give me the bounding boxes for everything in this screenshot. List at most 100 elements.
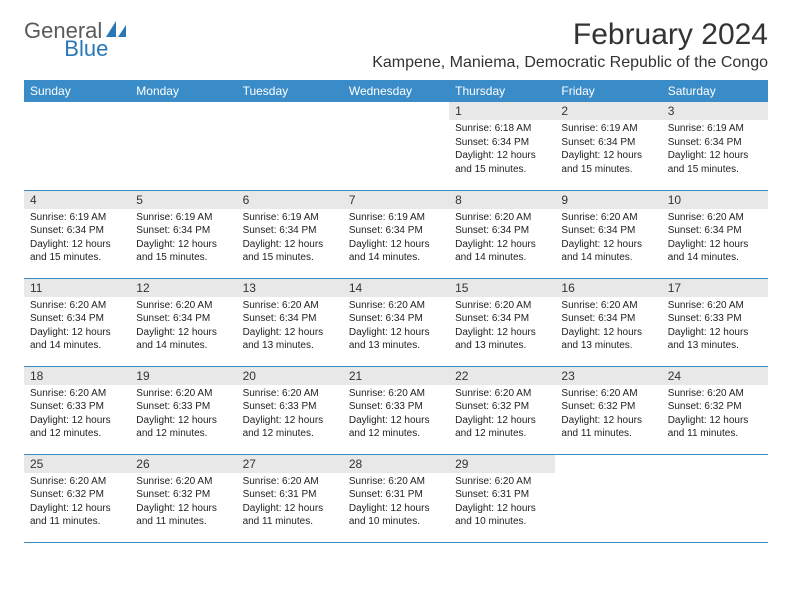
calendar-day-cell: 10Sunrise: 6:20 AMSunset: 6:34 PMDayligh… xyxy=(662,190,768,278)
calendar-day-cell: 29Sunrise: 6:20 AMSunset: 6:31 PMDayligh… xyxy=(449,454,555,542)
calendar-day-cell: 3 Sunrise: 6:19 AMSunset: 6:34 PMDaylight… xyxy=(662,102,768,190)
sunrise-text: Sunrise: 6:20 AM xyxy=(455,299,549,313)
sunrise-text: Sunrise: 6:20 AM xyxy=(136,475,230,489)
day-details: Sunrise: 6:20 AMSunset: 6:32 PMDaylight:… xyxy=(555,385,661,445)
sunset-text: Sunset: 6:33 PM xyxy=(136,400,230,414)
calendar-day-cell: 17Sunrise: 6:20 AMSunset: 6:33 PMDayligh… xyxy=(662,278,768,366)
day-details: Sunrise: 6:20 AMSunset: 6:31 PMDaylight:… xyxy=(237,473,343,533)
sunrise-text: Sunrise: 6:20 AM xyxy=(136,387,230,401)
sunset-text: Sunset: 6:31 PM xyxy=(349,488,443,502)
day-number: 10 xyxy=(662,191,768,209)
calendar-day-cell: 6Sunrise: 6:19 AMSunset: 6:34 PMDaylight… xyxy=(237,190,343,278)
sunrise-text: Sunrise: 6:20 AM xyxy=(243,387,337,401)
sunset-text: Sunset: 6:33 PM xyxy=(243,400,337,414)
daylight-text: Daylight: 12 hours and 14 minutes. xyxy=(455,238,549,265)
sunrise-text: Sunrise: 6:20 AM xyxy=(455,211,549,225)
sunrise-text: Sunrise: 6:20 AM xyxy=(243,475,337,489)
calendar-day-cell: 13Sunrise: 6:20 AMSunset: 6:34 PMDayligh… xyxy=(237,278,343,366)
calendar-day-cell xyxy=(130,102,236,190)
calendar-day-cell: 8Sunrise: 6:20 AMSunset: 6:34 PMDaylight… xyxy=(449,190,555,278)
day-number: 15 xyxy=(449,279,555,297)
sunset-text: Sunset: 6:34 PM xyxy=(561,312,655,326)
sunset-text: Sunset: 6:34 PM xyxy=(668,224,762,238)
day-number: 14 xyxy=(343,279,449,297)
calendar-body: 1Sunrise: 6:18 AMSunset: 6:34 PMDaylight… xyxy=(24,102,768,542)
daylight-text: Daylight: 12 hours and 15 minutes. xyxy=(668,149,762,176)
calendar-day-cell: 1Sunrise: 6:18 AMSunset: 6:34 PMDaylight… xyxy=(449,102,555,190)
sunset-text: Sunset: 6:32 PM xyxy=(455,400,549,414)
sunrise-text: Sunrise: 6:20 AM xyxy=(349,475,443,489)
day-details: Sunrise: 6:20 AMSunset: 6:34 PMDaylight:… xyxy=(449,209,555,269)
daylight-text: Daylight: 12 hours and 11 minutes. xyxy=(668,414,762,441)
daylight-text: Daylight: 12 hours and 11 minutes. xyxy=(30,502,124,529)
day-details: Sunrise: 6:20 AMSunset: 6:33 PMDaylight:… xyxy=(237,385,343,445)
day-details: Sunrise: 6:19 AMSunset: 6:34 PMDaylight:… xyxy=(24,209,130,269)
sunrise-text: Sunrise: 6:20 AM xyxy=(668,211,762,225)
day-details: Sunrise: 6:20 AMSunset: 6:34 PMDaylight:… xyxy=(24,297,130,357)
day-number: 24 xyxy=(662,367,768,385)
weekday-header: Thursday xyxy=(449,80,555,102)
daylight-text: Daylight: 12 hours and 13 minutes. xyxy=(455,326,549,353)
sunset-text: Sunset: 6:32 PM xyxy=(561,400,655,414)
calendar-day-cell xyxy=(237,102,343,190)
sunrise-text: Sunrise: 6:19 AM xyxy=(561,122,655,136)
day-details: Sunrise: 6:20 AMSunset: 6:33 PMDaylight:… xyxy=(130,385,236,445)
sunset-text: Sunset: 6:33 PM xyxy=(668,312,762,326)
calendar-day-cell: 21Sunrise: 6:20 AMSunset: 6:33 PMDayligh… xyxy=(343,366,449,454)
day-number: 20 xyxy=(237,367,343,385)
calendar-day-cell: 27Sunrise: 6:20 AMSunset: 6:31 PMDayligh… xyxy=(237,454,343,542)
calendar-day-cell xyxy=(24,102,130,190)
sunset-text: Sunset: 6:33 PM xyxy=(349,400,443,414)
day-details: Sunrise: 6:18 AMSunset: 6:34 PMDaylight:… xyxy=(449,120,555,180)
calendar-week-row: 25Sunrise: 6:20 AMSunset: 6:32 PMDayligh… xyxy=(24,454,768,542)
sunset-text: Sunset: 6:34 PM xyxy=(561,136,655,150)
sunset-text: Sunset: 6:34 PM xyxy=(668,136,762,150)
sunrise-text: Sunrise: 6:18 AM xyxy=(455,122,549,136)
day-number: 4 xyxy=(24,191,130,209)
day-details: Sunrise: 6:20 AMSunset: 6:33 PMDaylight:… xyxy=(343,385,449,445)
calendar-day-cell: 23Sunrise: 6:20 AMSunset: 6:32 PMDayligh… xyxy=(555,366,661,454)
daylight-text: Daylight: 12 hours and 10 minutes. xyxy=(455,502,549,529)
daylight-text: Daylight: 12 hours and 13 minutes. xyxy=(668,326,762,353)
calendar-day-cell: 25Sunrise: 6:20 AMSunset: 6:32 PMDayligh… xyxy=(24,454,130,542)
sunrise-text: Sunrise: 6:20 AM xyxy=(455,387,549,401)
day-number: 3 xyxy=(662,102,768,120)
daylight-text: Daylight: 12 hours and 15 minutes. xyxy=(136,238,230,265)
day-number: 28 xyxy=(343,455,449,473)
calendar-day-cell: 18Sunrise: 6:20 AMSunset: 6:33 PMDayligh… xyxy=(24,366,130,454)
sunrise-text: Sunrise: 6:20 AM xyxy=(668,387,762,401)
calendar-table: SundayMondayTuesdayWednesdayThursdayFrid… xyxy=(24,80,768,543)
day-number: 22 xyxy=(449,367,555,385)
header: General Blue February 2024 xyxy=(24,18,768,52)
calendar-day-cell: 16Sunrise: 6:20 AMSunset: 6:34 PMDayligh… xyxy=(555,278,661,366)
daylight-text: Daylight: 12 hours and 14 minutes. xyxy=(30,326,124,353)
day-details: Sunrise: 6:20 AMSunset: 6:31 PMDaylight:… xyxy=(343,473,449,533)
calendar-week-row: 1Sunrise: 6:18 AMSunset: 6:34 PMDaylight… xyxy=(24,102,768,190)
sunset-text: Sunset: 6:34 PM xyxy=(455,136,549,150)
sunrise-text: Sunrise: 6:20 AM xyxy=(561,299,655,313)
weekday-header: Tuesday xyxy=(237,80,343,102)
daylight-text: Daylight: 12 hours and 11 minutes. xyxy=(561,414,655,441)
weekday-header: Wednesday xyxy=(343,80,449,102)
sunset-text: Sunset: 6:32 PM xyxy=(668,400,762,414)
sunset-text: Sunset: 6:33 PM xyxy=(30,400,124,414)
daylight-text: Daylight: 12 hours and 12 minutes. xyxy=(455,414,549,441)
sunrise-text: Sunrise: 6:19 AM xyxy=(243,211,337,225)
calendar-day-cell: 7Sunrise: 6:19 AMSunset: 6:34 PMDaylight… xyxy=(343,190,449,278)
sunset-text: Sunset: 6:34 PM xyxy=(30,224,124,238)
day-number: 21 xyxy=(343,367,449,385)
day-number: 7 xyxy=(343,191,449,209)
calendar-day-cell: 4Sunrise: 6:19 AMSunset: 6:34 PMDaylight… xyxy=(24,190,130,278)
sunrise-text: Sunrise: 6:19 AM xyxy=(136,211,230,225)
sunrise-text: Sunrise: 6:19 AM xyxy=(668,122,762,136)
sunrise-text: Sunrise: 6:20 AM xyxy=(561,387,655,401)
sunset-text: Sunset: 6:34 PM xyxy=(243,312,337,326)
daylight-text: Daylight: 12 hours and 11 minutes. xyxy=(136,502,230,529)
day-details: Sunrise: 6:20 AMSunset: 6:32 PMDaylight:… xyxy=(130,473,236,533)
calendar-day-cell xyxy=(555,454,661,542)
sunset-text: Sunset: 6:34 PM xyxy=(455,224,549,238)
sunset-text: Sunset: 6:32 PM xyxy=(30,488,124,502)
calendar-day-cell: 19Sunrise: 6:20 AMSunset: 6:33 PMDayligh… xyxy=(130,366,236,454)
daylight-text: Daylight: 12 hours and 13 minutes. xyxy=(561,326,655,353)
sunrise-text: Sunrise: 6:20 AM xyxy=(349,299,443,313)
